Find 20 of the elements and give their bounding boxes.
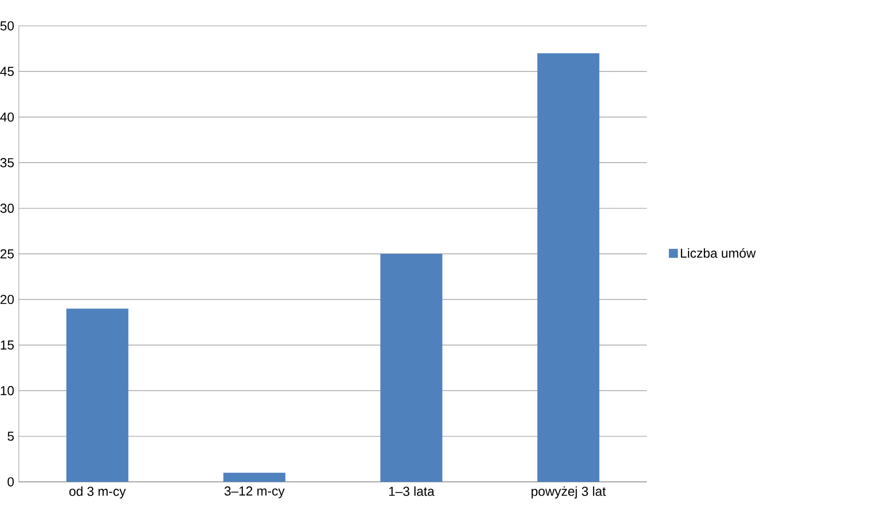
y-tick-label: 40 — [0, 112, 14, 122]
y-tick-label: 35 — [0, 158, 14, 168]
y-tick-label: 5 — [8, 432, 14, 441]
y-tick-label: 0 — [8, 477, 14, 486]
x-tick-label: 1–3 lata — [389, 486, 434, 496]
y-tick-label: 30 — [0, 204, 14, 213]
y-tick-label: 50 — [0, 21, 14, 30]
y-tick-label: 45 — [0, 66, 14, 76]
y-tick-label: 20 — [0, 294, 14, 304]
y-tick-label: 10 — [0, 386, 14, 396]
bar — [66, 308, 128, 482]
legend-label: Liczba umów — [680, 248, 756, 258]
y-tick-label: 15 — [0, 340, 14, 350]
bar — [223, 472, 286, 482]
x-tick-label: 3–12 m-cy — [224, 486, 285, 498]
x-tick-label: powyżej 3 lat — [532, 486, 606, 499]
bar — [537, 53, 600, 482]
x-tick-label: od 3 m-cy — [69, 486, 126, 499]
y-tick-label: 25 — [0, 249, 14, 258]
bar — [380, 254, 442, 482]
